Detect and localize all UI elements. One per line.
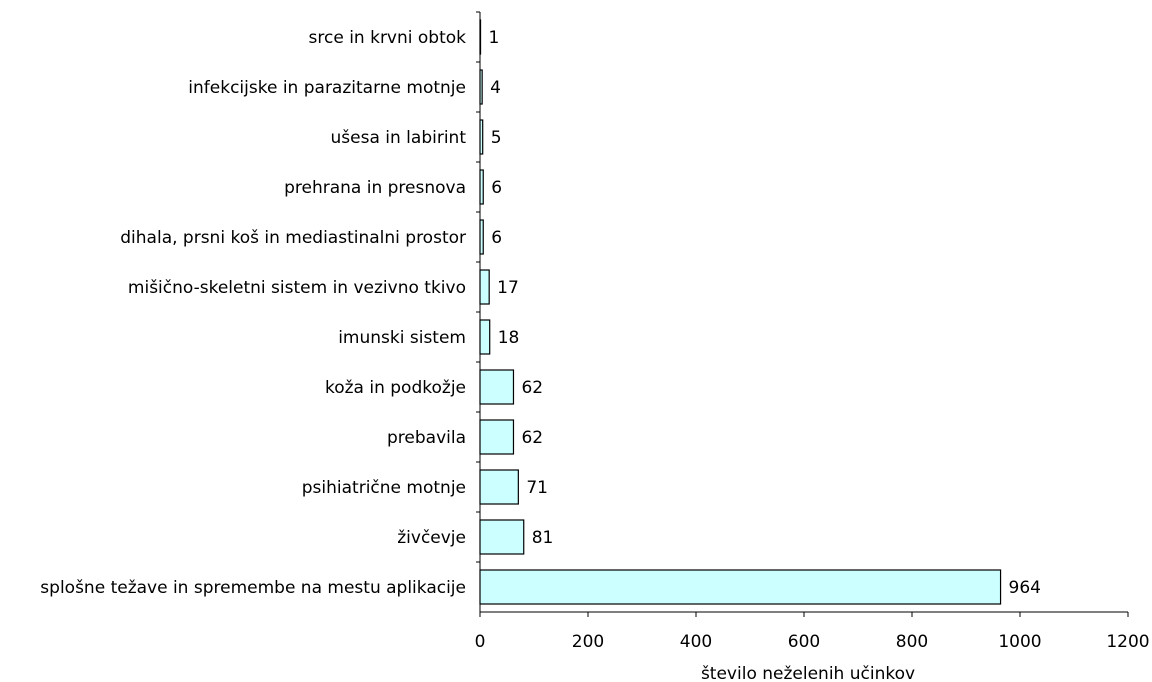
x-tick-label: 1200 — [1106, 632, 1149, 652]
x-tick-label: 1000 — [998, 632, 1041, 652]
bars-group — [479, 19, 1002, 605]
value-label: 62 — [521, 378, 543, 398]
bar-splosne-tezave-in-spremembe-na-mestu-aplikacije — [479, 569, 1002, 605]
bar-prebavila — [479, 419, 515, 455]
category-label: koža in podkožje — [325, 378, 466, 398]
category-label: ušesa in labirint — [331, 128, 467, 148]
category-label: splošne težave in spremembe na mestu apl… — [40, 578, 466, 598]
value-label: 6 — [491, 228, 502, 248]
x-tick-label: 600 — [788, 632, 820, 652]
bar-zivcevje — [479, 519, 525, 555]
value-label: 4 — [490, 78, 501, 98]
x-axis-title: število neželenih učinkov — [701, 664, 915, 682]
value-label: 5 — [491, 128, 502, 148]
category-label: prehrana in presnova — [284, 178, 466, 198]
bar-imunski-sistem — [479, 319, 491, 355]
category-label: dihala, prsni koš in mediastinalni prost… — [120, 228, 466, 248]
category-label: prebavila — [387, 428, 466, 448]
bar-psihiatricne-motnje — [479, 469, 519, 505]
category-label: mišično-skeletni sistem in vezivno tkivo — [128, 278, 466, 298]
value-label: 62 — [521, 428, 543, 448]
category-label: srce in krvni obtok — [309, 28, 467, 48]
value-labels: 1 4 5 6 6 17 18 62 62 71 81 964 — [489, 28, 1041, 598]
x-tick-label: 800 — [896, 632, 928, 652]
category-label: psihiatrične motnje — [302, 478, 466, 498]
x-tick-label: 200 — [572, 632, 604, 652]
bar-koza-in-podkozje — [479, 369, 515, 405]
category-label: imunski sistem — [338, 328, 466, 348]
x-axis: 0 200 400 600 800 1000 1200 — [475, 11, 1150, 652]
category-label: infekcijske in parazitarne motnje — [188, 78, 466, 98]
bar-misicno-skeletni-sistem-in-vezivno-tkivo — [479, 269, 490, 305]
value-label: 71 — [526, 478, 548, 498]
x-tick-label: 400 — [680, 632, 712, 652]
value-label: 17 — [497, 278, 519, 298]
category-labels: srce in krvni obtok infekcijske in parazi… — [40, 28, 466, 598]
value-label: 18 — [498, 328, 520, 348]
value-label: 6 — [491, 178, 502, 198]
value-label: 964 — [1009, 578, 1041, 598]
value-label: 81 — [532, 528, 554, 548]
category-label: živčevje — [397, 528, 466, 548]
value-label: 1 — [489, 28, 500, 48]
x-tick-label: 0 — [475, 632, 486, 652]
